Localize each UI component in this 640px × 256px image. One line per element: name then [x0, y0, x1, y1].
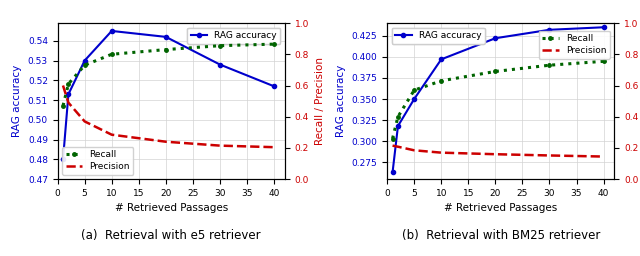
Recall — [388, 137, 396, 140]
Precision — [216, 144, 224, 147]
Precision — [492, 153, 499, 156]
Line: Recall: Recall — [389, 58, 607, 142]
RAG accuracy — [216, 63, 224, 66]
RAG accuracy — [394, 124, 402, 127]
Precision — [394, 145, 402, 148]
RAG accuracy — [65, 93, 72, 96]
RAG accuracy — [81, 59, 88, 62]
RAG accuracy — [59, 158, 67, 161]
RAG accuracy — [600, 26, 607, 29]
Line: RAG accuracy: RAG accuracy — [390, 25, 605, 175]
RAG accuracy — [270, 85, 278, 88]
Y-axis label: RAG accuracy: RAG accuracy — [12, 65, 22, 137]
RAG accuracy — [388, 171, 396, 174]
Recall — [270, 42, 278, 46]
RAG accuracy — [162, 35, 170, 38]
Legend: RAG accuracy: RAG accuracy — [187, 28, 280, 44]
RAG accuracy — [437, 58, 445, 61]
Precision — [410, 149, 418, 152]
Legend: RAG accuracy: RAG accuracy — [392, 28, 485, 44]
X-axis label: # Retrieved Passages: # Retrieved Passages — [115, 204, 228, 214]
Recall — [59, 104, 67, 107]
Precision — [162, 140, 170, 143]
Y-axis label: Recall / Precision: Recall / Precision — [314, 57, 324, 145]
X-axis label: # Retrieved Passages: # Retrieved Passages — [444, 204, 557, 214]
Text: (b)  Retrieval with BM25 retriever: (b) Retrieval with BM25 retriever — [401, 229, 600, 242]
Precision — [270, 146, 278, 149]
RAG accuracy — [546, 28, 554, 31]
Recall — [546, 64, 554, 67]
Precision — [600, 155, 607, 158]
Precision — [65, 101, 72, 104]
Line: Precision: Precision — [63, 86, 274, 147]
Precision — [81, 120, 88, 123]
Y-axis label: RAG accuracy: RAG accuracy — [336, 65, 346, 137]
Recall — [108, 53, 116, 56]
Recall — [81, 64, 88, 67]
Recall — [65, 82, 72, 86]
Precision — [437, 151, 445, 154]
Recall — [492, 70, 499, 73]
Text: (a)  Retrieval with e5 retriever: (a) Retrieval with e5 retriever — [81, 229, 261, 242]
Legend: Recall, Precision: Recall, Precision — [62, 147, 133, 175]
RAG accuracy — [492, 37, 499, 40]
Line: Precision: Precision — [392, 146, 604, 157]
Line: RAG accuracy: RAG accuracy — [61, 29, 276, 162]
Precision — [59, 84, 67, 87]
RAG accuracy — [410, 98, 418, 101]
Legend: Recall, Precision: Recall, Precision — [539, 31, 610, 59]
Precision — [108, 133, 116, 136]
Precision — [546, 154, 554, 157]
RAG accuracy — [108, 29, 116, 33]
Recall — [216, 44, 224, 47]
Recall — [437, 79, 445, 82]
Recall — [600, 60, 607, 63]
Line: Recall: Recall — [60, 41, 278, 109]
Recall — [410, 89, 418, 92]
Precision — [388, 144, 396, 147]
Recall — [162, 48, 170, 51]
Recall — [394, 115, 402, 118]
